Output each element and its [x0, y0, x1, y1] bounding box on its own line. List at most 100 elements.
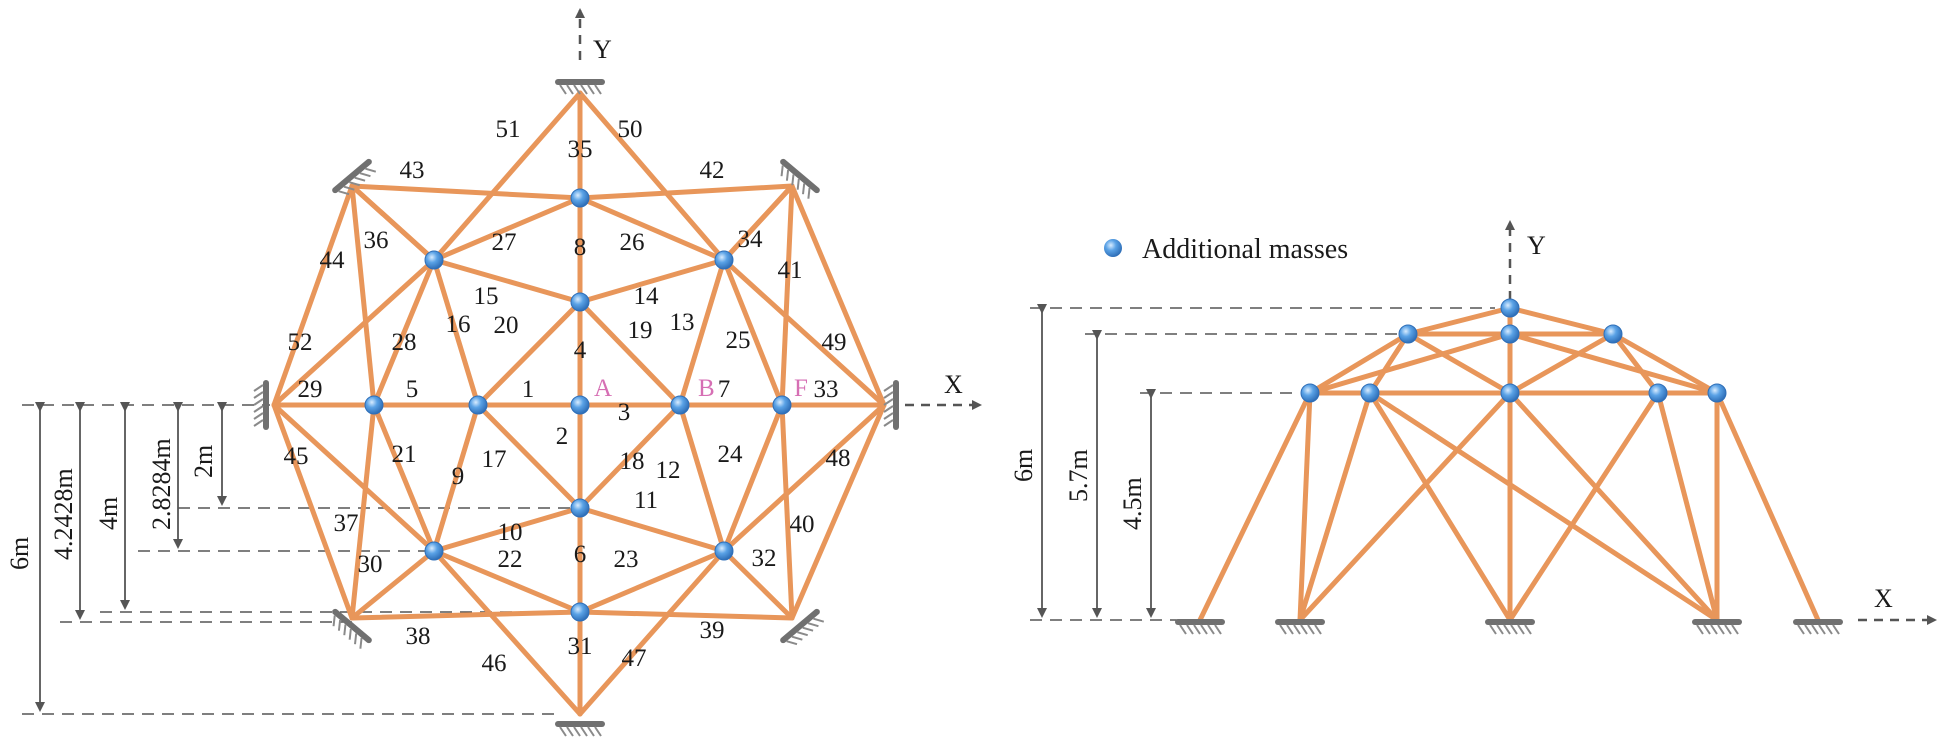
elevation-dimension-lines [1037, 304, 1156, 618]
truss-member [721, 257, 887, 408]
member-label: 33 [814, 376, 839, 403]
member-label: 15 [474, 283, 499, 310]
truss-member [1307, 331, 1513, 396]
truss-member [789, 183, 887, 408]
truss-member [1405, 305, 1513, 337]
mass-node [1500, 383, 1520, 403]
member-label: 18 [620, 448, 645, 475]
truss-member [577, 548, 727, 615]
axis-x-label: X [1874, 584, 1893, 613]
member-label: 31 [568, 633, 593, 660]
mass-node [570, 188, 590, 208]
mass-node [570, 395, 590, 415]
truss-member [1610, 331, 1661, 396]
legend-label: Additional masses [1142, 234, 1348, 265]
member-label: 50 [618, 116, 643, 143]
member-label: 17 [482, 446, 507, 473]
member-label: 24 [718, 441, 744, 468]
truss-member [431, 257, 583, 305]
truss-member [721, 183, 795, 263]
dimension-label: 4.5m [1118, 477, 1147, 530]
member-label: 1 [522, 376, 535, 403]
truss-member [1307, 331, 1411, 396]
mass-node [570, 602, 590, 622]
fixed-support-icon [1275, 619, 1325, 635]
truss-member [577, 505, 727, 554]
dimension-label: 4m [94, 497, 123, 530]
fixed-support-icon [332, 158, 377, 196]
member-label: 43 [400, 157, 425, 184]
mass-node [670, 395, 690, 415]
truss-member [577, 183, 795, 201]
member-label: 21 [392, 441, 417, 468]
member-label: 36 [364, 227, 389, 254]
truss-member [271, 402, 355, 621]
member-label: 30 [358, 551, 383, 578]
member-label: 16 [446, 311, 471, 338]
mass-node [1500, 324, 1520, 344]
truss-member [271, 402, 437, 554]
truss-member [577, 609, 795, 621]
elevation-supports [1175, 619, 1843, 635]
dimension-label: 4.2428m [49, 468, 78, 560]
truss-member [677, 257, 727, 408]
mass-node [714, 541, 734, 561]
member-label: 32 [752, 545, 777, 572]
fixed-support-icon [1175, 619, 1225, 635]
truss-member [721, 402, 785, 554]
fixed-support-icon [1485, 619, 1535, 635]
truss-member [431, 90, 583, 263]
elevation-nodes [1300, 298, 1727, 403]
truss-member [1507, 390, 1720, 623]
plan-axes [575, 8, 982, 410]
member-label: 19 [628, 317, 653, 344]
fixed-support-icon [555, 721, 605, 737]
plan-dimension-lines [35, 402, 227, 712]
truss-member [577, 257, 727, 305]
truss-member [577, 548, 727, 717]
mass-node [1707, 383, 1727, 403]
member-label: 22 [498, 546, 523, 573]
member-label: 5 [406, 376, 419, 403]
mass-node [570, 498, 590, 518]
mass-node [364, 395, 384, 415]
truss-member [349, 609, 583, 621]
mass-node [772, 395, 792, 415]
truss-member [779, 183, 795, 408]
truss-member [789, 402, 887, 621]
member-label: 41 [778, 257, 803, 284]
fixed-support-icon [332, 608, 372, 649]
truss-member [431, 257, 481, 408]
member-label: 13 [670, 309, 695, 336]
axis-y-label: Y [593, 35, 612, 64]
truss-member [475, 299, 583, 408]
truss-member [721, 257, 785, 408]
truss-member [721, 402, 887, 554]
member-label: 7 [718, 376, 731, 403]
truss-member [677, 402, 727, 554]
member-label: 51 [496, 116, 521, 143]
mass-node [1603, 324, 1623, 344]
member-label: 23 [614, 546, 639, 573]
member-label: 47 [622, 645, 647, 672]
member-label: 37 [334, 510, 359, 537]
truss-member [349, 183, 437, 263]
dimension-label: 2.8284m [147, 438, 176, 530]
point-label-b: B [698, 375, 715, 402]
truss-member [349, 402, 377, 621]
member-label: 25 [726, 327, 751, 354]
member-label: 20 [494, 312, 519, 339]
member-label: 29 [298, 376, 323, 403]
mass-node [468, 395, 488, 415]
member-label: 11 [634, 487, 658, 514]
member-label: 49 [822, 329, 847, 356]
dimension-label: 6m [1009, 449, 1038, 482]
mass-node [714, 250, 734, 270]
truss-member [577, 195, 727, 263]
member-label: 44 [320, 247, 346, 274]
dimension-label: 2m [189, 445, 218, 478]
truss-member [1655, 390, 1720, 623]
truss-member [271, 183, 355, 408]
legend-node-icon [1104, 239, 1122, 257]
